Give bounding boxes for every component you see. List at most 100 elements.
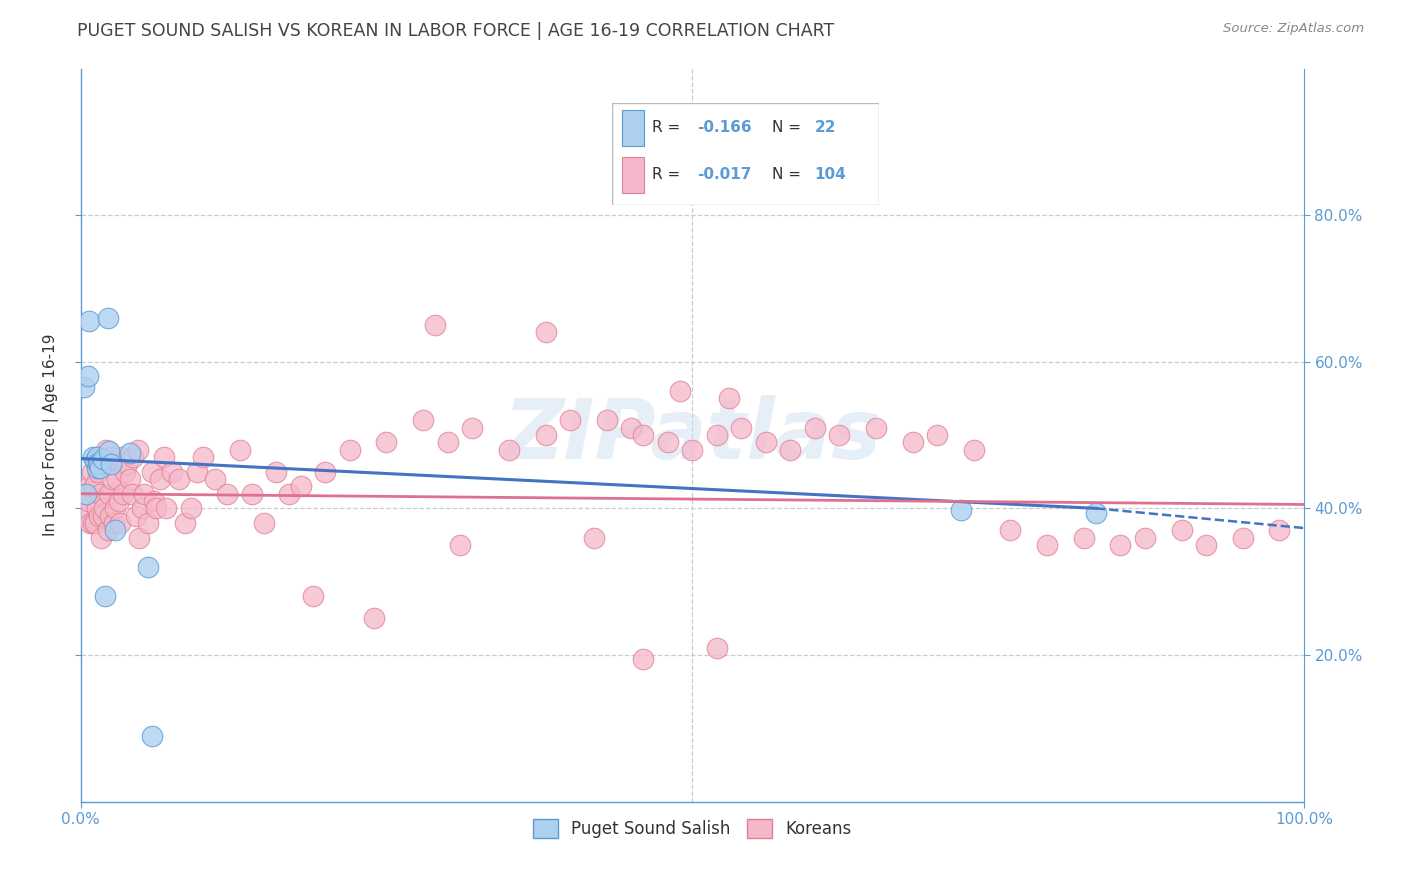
Point bbox=[136, 560, 159, 574]
Point bbox=[1109, 538, 1132, 552]
Point bbox=[681, 442, 703, 457]
Point bbox=[84, 453, 107, 467]
Point bbox=[558, 413, 581, 427]
Point bbox=[277, 486, 299, 500]
Point bbox=[82, 450, 104, 464]
Point bbox=[779, 442, 801, 457]
Point bbox=[141, 465, 163, 479]
Text: R =: R = bbox=[652, 120, 685, 136]
Point bbox=[131, 501, 153, 516]
Point bbox=[1232, 531, 1254, 545]
Point bbox=[110, 450, 132, 464]
Point bbox=[114, 465, 136, 479]
Point bbox=[77, 369, 100, 384]
Point bbox=[717, 392, 740, 406]
Bar bbox=[623, 157, 644, 193]
Point bbox=[75, 486, 97, 500]
Point bbox=[97, 310, 120, 325]
Point bbox=[167, 472, 190, 486]
Point bbox=[669, 384, 692, 398]
Point bbox=[730, 421, 752, 435]
Point bbox=[595, 413, 617, 427]
Point bbox=[91, 451, 114, 466]
Point bbox=[412, 413, 434, 427]
Point bbox=[93, 501, 115, 516]
Point bbox=[89, 461, 111, 475]
Point bbox=[498, 442, 520, 457]
Point bbox=[375, 435, 398, 450]
Point bbox=[217, 486, 239, 500]
Point bbox=[1133, 531, 1156, 545]
Point bbox=[103, 516, 125, 530]
Point bbox=[633, 428, 655, 442]
Point bbox=[100, 458, 122, 472]
Point bbox=[180, 501, 202, 516]
Point bbox=[134, 486, 156, 500]
Point bbox=[84, 516, 107, 530]
Point bbox=[112, 486, 135, 500]
Point bbox=[657, 435, 679, 450]
Point bbox=[118, 446, 141, 460]
Point bbox=[77, 314, 100, 328]
Text: N =: N = bbox=[772, 120, 806, 136]
Point bbox=[204, 472, 226, 486]
Point bbox=[901, 435, 924, 450]
Point bbox=[461, 421, 484, 435]
Point bbox=[82, 516, 104, 530]
Point bbox=[86, 501, 108, 516]
Text: -0.017: -0.017 bbox=[697, 168, 751, 182]
Point bbox=[925, 428, 948, 442]
Point bbox=[97, 524, 120, 538]
Point bbox=[73, 380, 96, 394]
Text: PUGET SOUND SALISH VS KOREAN IN LABOR FORCE | AGE 16-19 CORRELATION CHART: PUGET SOUND SALISH VS KOREAN IN LABOR FO… bbox=[77, 22, 835, 40]
Point bbox=[155, 501, 177, 516]
Point bbox=[75, 486, 97, 500]
Point bbox=[83, 479, 105, 493]
Point bbox=[290, 479, 312, 493]
Point bbox=[363, 611, 385, 625]
Point bbox=[1170, 524, 1192, 538]
Point bbox=[128, 531, 150, 545]
Point bbox=[107, 494, 129, 508]
Point bbox=[266, 465, 288, 479]
Point bbox=[118, 472, 141, 486]
Point bbox=[828, 428, 851, 442]
Point bbox=[534, 428, 557, 442]
Point bbox=[108, 516, 131, 530]
Point bbox=[121, 486, 143, 500]
Point bbox=[87, 456, 110, 470]
Point bbox=[865, 421, 887, 435]
Point bbox=[1085, 507, 1108, 521]
Point bbox=[122, 450, 145, 464]
Text: N =: N = bbox=[772, 168, 806, 182]
Point bbox=[302, 590, 325, 604]
Point bbox=[1073, 531, 1095, 545]
Point bbox=[86, 450, 108, 464]
Point bbox=[449, 538, 471, 552]
Legend: Puget Sound Salish, Koreans: Puget Sound Salish, Koreans bbox=[526, 812, 859, 845]
Point bbox=[1000, 524, 1022, 538]
Point bbox=[101, 472, 124, 486]
Point bbox=[803, 421, 825, 435]
Point bbox=[950, 503, 973, 517]
Point bbox=[94, 590, 117, 604]
Point bbox=[425, 318, 447, 332]
Point bbox=[104, 524, 127, 538]
Point bbox=[191, 450, 214, 464]
Point bbox=[253, 516, 276, 530]
Point bbox=[583, 531, 606, 545]
Point bbox=[706, 640, 728, 655]
Point bbox=[77, 494, 100, 508]
Point bbox=[80, 465, 103, 479]
Point bbox=[104, 501, 127, 516]
Point bbox=[755, 435, 778, 450]
Point bbox=[534, 326, 557, 340]
Point bbox=[79, 516, 101, 530]
Point bbox=[136, 516, 159, 530]
Point bbox=[87, 508, 110, 523]
Point bbox=[186, 465, 208, 479]
Point bbox=[1195, 538, 1218, 552]
Point bbox=[1268, 524, 1291, 538]
Point bbox=[127, 442, 149, 457]
Point bbox=[620, 421, 643, 435]
